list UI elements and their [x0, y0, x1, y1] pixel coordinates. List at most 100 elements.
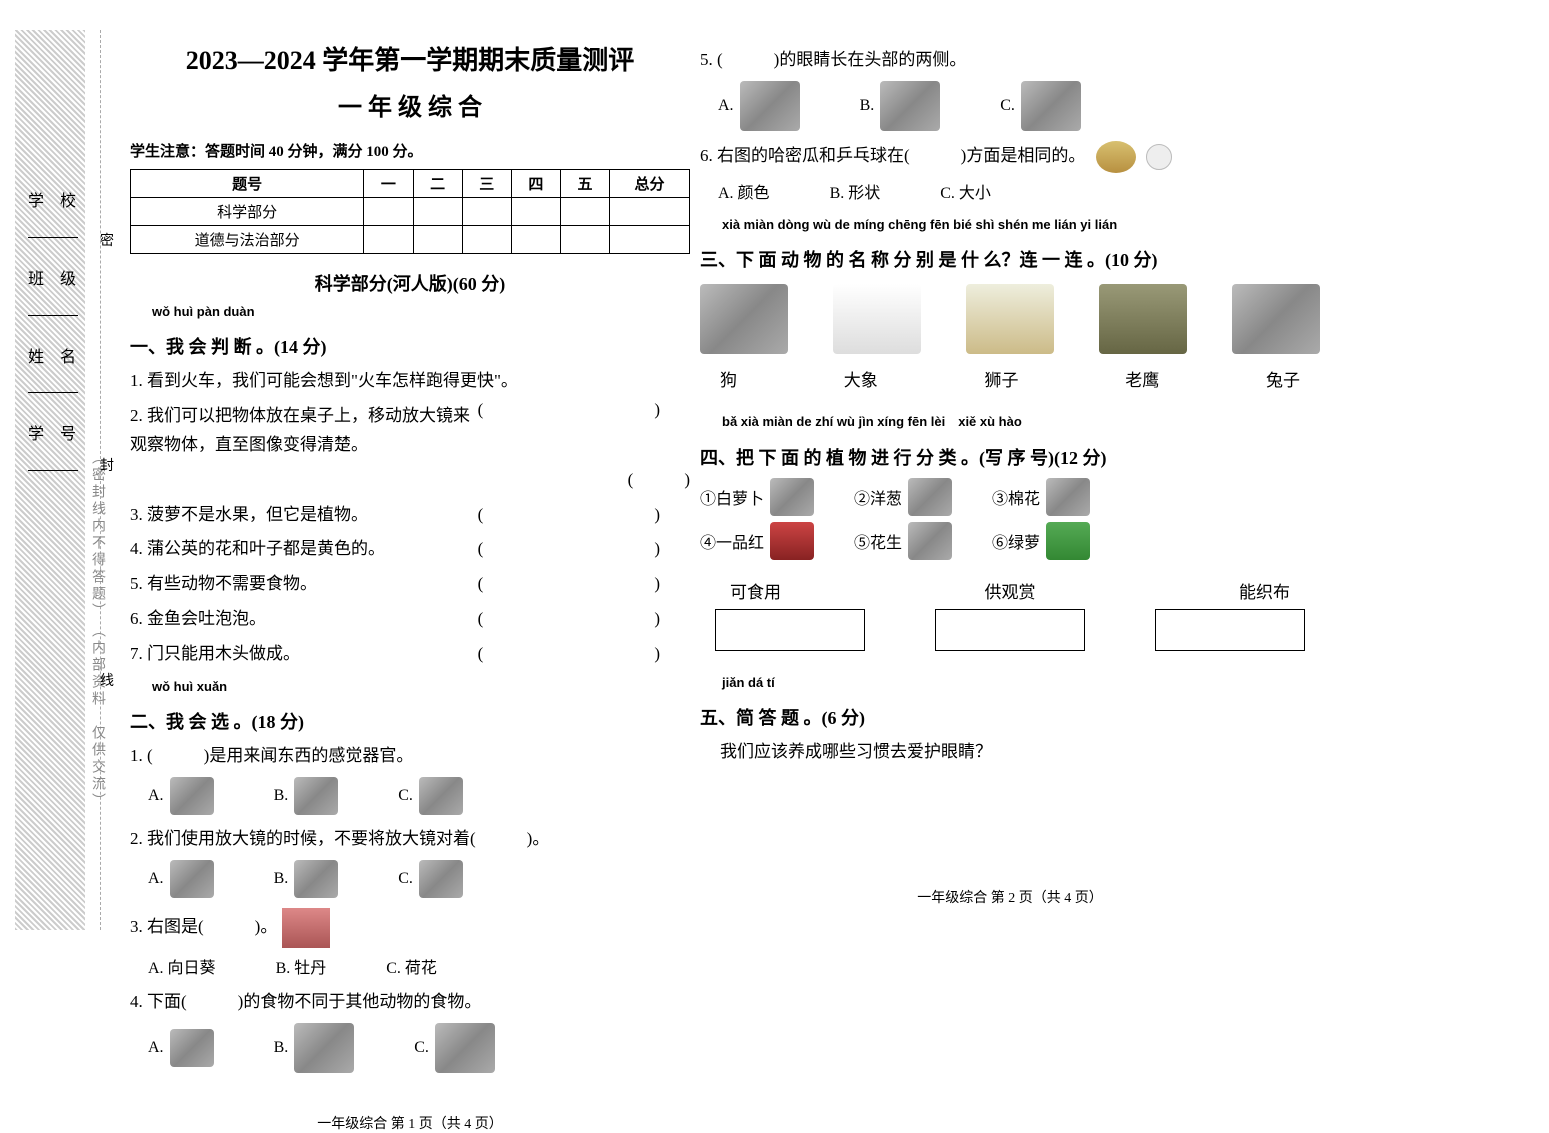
blank[interactable]: ( ) [478, 535, 690, 564]
opt-label: A. [718, 97, 734, 115]
tiger-icon [880, 81, 940, 131]
footer-2: 一年级综合 第 2 页（共 4 页） [700, 887, 1320, 907]
opt-c[interactable]: C. [398, 860, 463, 898]
td[interactable] [511, 198, 560, 226]
td[interactable] [560, 198, 609, 226]
opt-a[interactable]: A. 向日葵 [148, 954, 216, 978]
duck-icon [170, 1029, 214, 1067]
td[interactable] [364, 198, 413, 226]
s2-q1-stem: 1. ( )是用来闻东西的感觉器官。 [130, 742, 690, 771]
blank[interactable]: ( ) [628, 470, 690, 489]
plants-row-1: ①白萝卜 ②洋葱 ③棉花 [700, 478, 1320, 516]
underline [28, 315, 78, 316]
opt-label: B. [274, 870, 289, 888]
label-school: 学 校 [28, 180, 78, 225]
animal-labels: 狗 大象 狮子 老鹰 兔子 [700, 366, 1320, 391]
class-label: 供观赏 [985, 578, 1036, 603]
plant-3: ③棉花 [992, 478, 1090, 516]
underline [28, 392, 78, 393]
s5-pinyin: jiǎn dá tí [722, 675, 1320, 690]
s2-q3-opts: A. 向日葵 B. 牡丹 C. 荷花 [148, 954, 690, 978]
exam-notice: 学生注意：答题时间 40 分钟，满分 100 分。 [130, 140, 690, 161]
td[interactable] [560, 226, 609, 254]
pingpong-icon [1146, 144, 1172, 170]
s2-title: 二、我 会 选 。(18 分) [130, 708, 690, 734]
opt-a[interactable]: A. [148, 860, 214, 898]
dog-photo[interactable] [966, 284, 1054, 354]
s2-q1-opts: A. B. C. [148, 777, 690, 815]
label[interactable]: 大象 [844, 366, 878, 391]
plant-label: ②洋葱 [854, 485, 902, 509]
td[interactable] [462, 226, 511, 254]
poinsettia-icon [770, 522, 814, 560]
s2-q3: 3. 右图是( )。 [130, 908, 690, 948]
opt-b[interactable]: B. [274, 860, 339, 898]
s2-q4-stem: 4. 下面( )的食物不同于其他动物的食物。 [130, 988, 690, 1017]
opt-c[interactable]: C. 荷花 [386, 954, 437, 978]
seal-mark-3: 线 [100, 670, 114, 690]
td[interactable] [511, 226, 560, 254]
s2-q5-opts: A. B. C. [718, 81, 1320, 131]
td: 科学部分 [131, 198, 364, 226]
opt-b[interactable]: B. 牡丹 [276, 954, 327, 978]
eagle-photo[interactable] [700, 284, 788, 354]
opt-a[interactable]: A. [718, 81, 800, 131]
blank[interactable]: ( ) [478, 605, 690, 634]
td[interactable] [413, 226, 462, 254]
answer-box-textile[interactable] [1155, 609, 1305, 651]
lion-photo[interactable] [1099, 284, 1187, 354]
th: 一 [364, 170, 413, 198]
goldfish-icon [1021, 81, 1081, 131]
opt-c[interactable]: C. [414, 1023, 495, 1073]
th: 总分 [610, 170, 690, 198]
s4-pinyin: bǎ xià miàn de zhí wù jìn xíng fēn lèi x… [722, 411, 1320, 430]
opt-a[interactable]: A. [148, 777, 214, 815]
opt-a[interactable]: A. 颜色 [718, 179, 770, 203]
blank[interactable]: ( ) [478, 501, 690, 530]
s5-title: 五、简 答 题 。(6 分) [700, 704, 1320, 730]
label[interactable]: 老鹰 [1125, 366, 1159, 391]
opt-a[interactable]: A. [148, 1029, 214, 1067]
opt-b[interactable]: B. [274, 1023, 355, 1073]
answer-box-ornamental[interactable] [935, 609, 1085, 651]
s1-q2: 2. 我们可以把物体放在桌子上，移动放大镜来观察物体，直至图像变得清楚。 [130, 402, 690, 460]
td[interactable] [462, 198, 511, 226]
opt-c[interactable]: C. 大小 [940, 179, 991, 203]
blank[interactable]: ( ) [478, 640, 690, 669]
opt-label: A. [148, 1039, 164, 1057]
td: 道德与法治部分 [131, 226, 364, 254]
blank[interactable]: ( ) [478, 570, 690, 599]
opt-b[interactable]: B. [274, 777, 339, 815]
seal-vertical-text: （密封线内不得答题） （内部资料 仅供交流） [87, 450, 107, 810]
td[interactable] [413, 198, 462, 226]
exam-title: 2023—2024 学年第一学期期末质量测评 [130, 40, 690, 77]
label[interactable]: 狗 [720, 366, 737, 391]
opt-b[interactable]: B. 形状 [830, 179, 881, 203]
label[interactable]: 狮子 [985, 366, 1019, 391]
stem: 5. 有些动物不需要食物。 [130, 574, 317, 593]
binding-labels: 学 校 班 级 姓 名 学 号 [28, 180, 78, 483]
td[interactable] [610, 198, 690, 226]
plant-2: ②洋葱 [854, 478, 952, 516]
opt-label: A. [148, 787, 164, 805]
radish-icon [770, 478, 814, 516]
s1-pinyin: wǒ huì pàn duàn [152, 304, 690, 319]
score-header-row: 题号 一 二 三 四 五 总分 [131, 170, 690, 198]
plant-4: ④一品红 [700, 522, 814, 560]
opt-b[interactable]: B. [860, 81, 941, 131]
answer-box-edible[interactable] [715, 609, 865, 651]
label[interactable]: 兔子 [1266, 366, 1300, 391]
opt-c[interactable]: C. [1000, 81, 1081, 131]
plant-6: ⑥绿萝 [992, 522, 1090, 560]
td[interactable] [364, 226, 413, 254]
opt-label: B. [274, 787, 289, 805]
s1-q1: 1. 看到火车，我们可能会想到"火车怎样跑得更快"。( ) [130, 367, 690, 396]
label-id: 学 号 [28, 413, 78, 458]
opt-c[interactable]: C. [398, 777, 463, 815]
opt-label: C. [414, 1039, 429, 1057]
td[interactable] [610, 226, 690, 254]
s2-q5-stem: 5. ( )的眼睛长在头部的两侧。 [700, 46, 1320, 75]
opt-label: C. [398, 787, 413, 805]
rabbit-photo[interactable] [833, 284, 921, 354]
elephant-photo[interactable] [1232, 284, 1320, 354]
